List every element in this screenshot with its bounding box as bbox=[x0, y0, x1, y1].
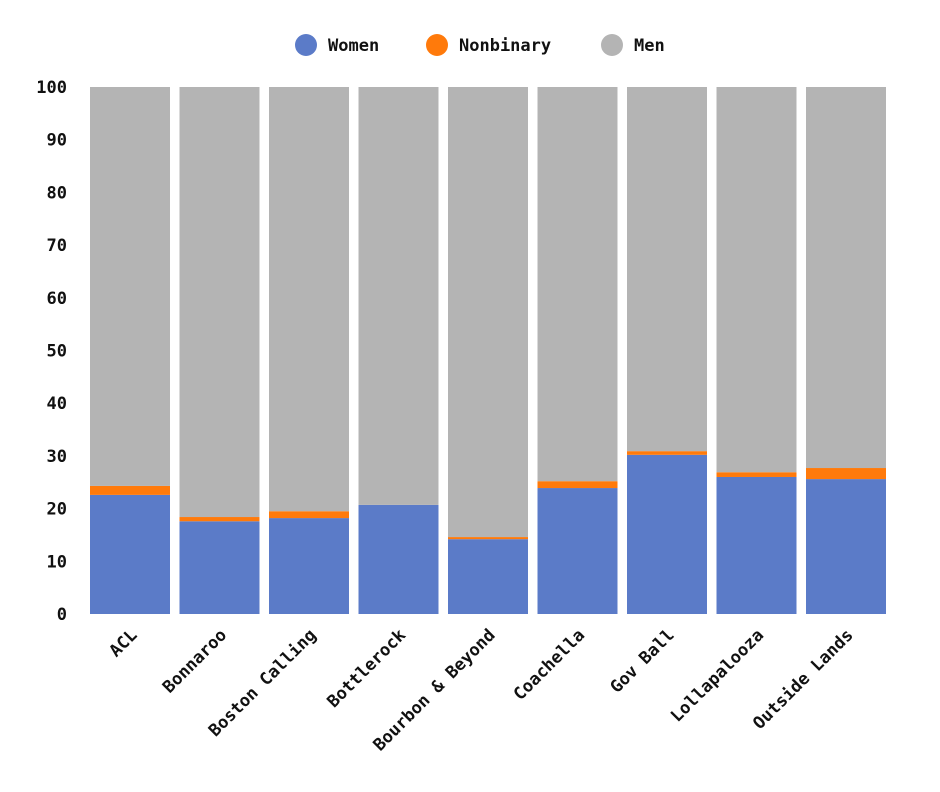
y-tick-label: 40 bbox=[47, 394, 67, 414]
legend-marker-nonbinary bbox=[426, 34, 448, 56]
bar-nonbinary bbox=[179, 517, 260, 522]
bar-men bbox=[90, 87, 170, 486]
bar-men bbox=[448, 87, 528, 538]
x-tick-label: Bottlerock bbox=[324, 625, 411, 712]
y-tick-label: 30 bbox=[47, 447, 67, 467]
bar-women bbox=[806, 479, 886, 614]
legend-label-men: Men bbox=[634, 36, 665, 56]
bar-women bbox=[269, 518, 349, 614]
bar-nonbinary bbox=[90, 485, 170, 495]
bar-nonbinary bbox=[806, 468, 886, 480]
y-tick-label: 20 bbox=[47, 500, 67, 520]
bar-women bbox=[537, 488, 618, 614]
bar-men bbox=[627, 87, 707, 452]
bar-men bbox=[716, 87, 797, 473]
y-tick-label: 0 bbox=[57, 605, 67, 625]
y-tick-label: 10 bbox=[47, 552, 67, 572]
bar-nonbinary bbox=[269, 511, 349, 519]
x-tick-label: Lollapalooza bbox=[667, 625, 768, 726]
bar-nonbinary bbox=[627, 451, 707, 455]
x-tick-label: Gov Ball bbox=[606, 625, 678, 697]
bar-women bbox=[358, 504, 439, 614]
x-tick-label: ACL bbox=[106, 625, 142, 661]
legend-marker-women bbox=[295, 34, 317, 56]
bar-women bbox=[448, 539, 528, 614]
bar-men bbox=[269, 87, 349, 512]
y-tick-label: 100 bbox=[36, 78, 67, 98]
bar-women bbox=[179, 521, 260, 614]
bar-women bbox=[716, 476, 797, 614]
bar-women bbox=[627, 454, 707, 614]
y-tick-label: 90 bbox=[47, 131, 67, 151]
bar-men bbox=[537, 87, 618, 482]
bar-men bbox=[806, 87, 886, 469]
bar-nonbinary bbox=[448, 537, 528, 540]
y-tick-label: 80 bbox=[47, 183, 67, 203]
legend-label-nonbinary: Nonbinary bbox=[459, 36, 551, 56]
bar-nonbinary bbox=[537, 481, 618, 489]
legend-label-women: Women bbox=[328, 36, 379, 56]
y-tick-label: 60 bbox=[47, 289, 67, 309]
y-tick-label: 70 bbox=[47, 236, 67, 256]
bar-nonbinary bbox=[716, 472, 797, 477]
x-tick-label: Bonnaroo bbox=[159, 625, 231, 697]
bar-men bbox=[358, 87, 439, 505]
bar-men bbox=[179, 87, 260, 518]
bar-women bbox=[90, 494, 170, 614]
y-tick-label: 50 bbox=[47, 342, 67, 362]
x-tick-label: Coachella bbox=[510, 625, 589, 704]
legend-marker-men bbox=[601, 34, 623, 56]
